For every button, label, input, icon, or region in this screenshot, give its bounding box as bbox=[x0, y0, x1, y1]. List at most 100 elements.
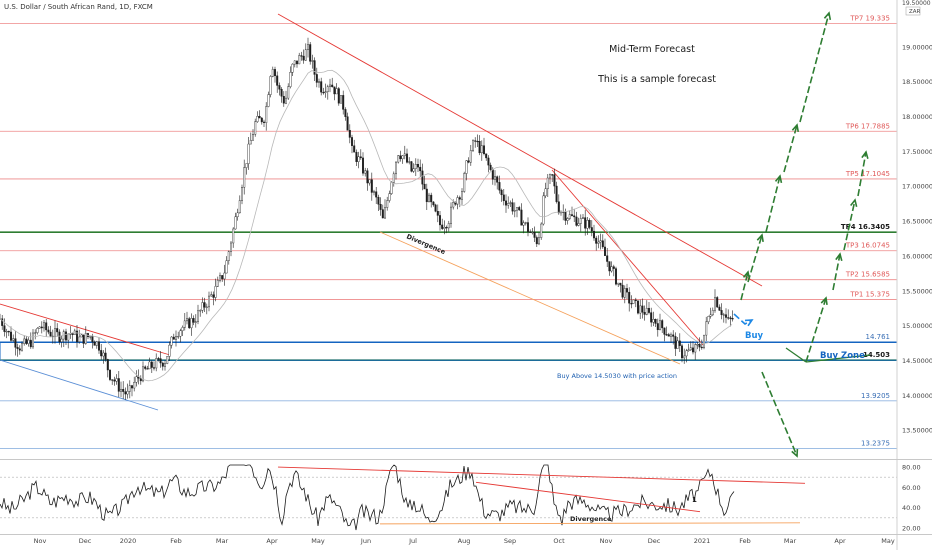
candle-body bbox=[670, 334, 673, 337]
rsi-tick-label: 40.00 bbox=[902, 504, 921, 512]
buy-label: Buy bbox=[745, 331, 764, 341]
candle-body bbox=[298, 55, 301, 65]
price-level-label: TP1 15.375 bbox=[849, 290, 890, 298]
time-tick-label: Apr bbox=[834, 537, 846, 545]
candle-body bbox=[1, 318, 4, 326]
candle-body bbox=[707, 316, 710, 323]
price-tick-label: 13.50000 bbox=[902, 427, 932, 435]
price-tick-label: 16.50000 bbox=[902, 218, 932, 226]
candle-body bbox=[652, 319, 655, 323]
candle-body bbox=[639, 305, 642, 314]
candle-body bbox=[489, 164, 492, 170]
candle-body bbox=[320, 81, 323, 93]
buy-zone-label: Buy Zone bbox=[820, 351, 865, 361]
candle-body bbox=[408, 161, 411, 163]
price-level-label: TP6 17.7885 bbox=[845, 122, 890, 130]
price-level-label: 14.503 bbox=[863, 351, 890, 359]
candle-body bbox=[474, 140, 477, 142]
candle-body bbox=[82, 334, 85, 344]
candle-body bbox=[509, 202, 512, 204]
candle-body bbox=[340, 95, 343, 104]
candle-body bbox=[388, 193, 391, 201]
arrow-down-head bbox=[791, 448, 799, 458]
candle-body bbox=[665, 334, 668, 336]
candle-body bbox=[258, 115, 261, 119]
candle-body bbox=[575, 216, 578, 226]
candle-body bbox=[95, 341, 98, 346]
candle-body bbox=[291, 63, 294, 73]
candle-body bbox=[606, 255, 609, 262]
candle-body bbox=[634, 299, 637, 301]
candle-body bbox=[254, 121, 257, 135]
candle-body bbox=[194, 321, 197, 323]
candle-body bbox=[97, 341, 100, 351]
price-tick-label: 18.50000 bbox=[902, 78, 932, 86]
candle-body bbox=[300, 55, 303, 57]
candle-body bbox=[364, 170, 367, 174]
candle-body bbox=[584, 217, 587, 229]
candle-body bbox=[21, 343, 24, 351]
candle-body bbox=[322, 91, 325, 94]
candle-body bbox=[111, 379, 114, 381]
candles bbox=[0, 37, 734, 400]
time-tick-label: Oct bbox=[553, 537, 565, 545]
candle-body bbox=[718, 306, 721, 311]
price-tick-label: 14.50000 bbox=[902, 357, 932, 365]
candle-body bbox=[533, 231, 536, 238]
candle-body bbox=[425, 188, 428, 203]
currency-badge bbox=[905, 6, 921, 16]
candle-body bbox=[487, 157, 490, 166]
candle-body bbox=[274, 69, 277, 77]
candle-body bbox=[483, 145, 486, 155]
candle-body bbox=[445, 227, 448, 229]
candle-body bbox=[676, 340, 679, 349]
time-tick-label: 2020 bbox=[120, 537, 137, 545]
candle-body bbox=[16, 347, 19, 349]
candle-body bbox=[269, 76, 272, 95]
candle-body bbox=[47, 329, 50, 333]
candle-body bbox=[401, 155, 404, 160]
candle-body bbox=[381, 209, 384, 219]
candle-body bbox=[362, 157, 365, 174]
candle-body bbox=[535, 237, 538, 245]
rsi-divergence-line bbox=[379, 522, 801, 525]
time-tick-label: Sep bbox=[504, 537, 516, 545]
candle-body bbox=[311, 60, 314, 62]
candle-body bbox=[302, 55, 305, 61]
arrow-up-6 bbox=[805, 297, 827, 363]
candle-body bbox=[403, 153, 406, 157]
candle-body bbox=[170, 336, 173, 346]
candle-body bbox=[480, 145, 483, 154]
candle-body bbox=[40, 326, 43, 329]
candle-body bbox=[227, 251, 230, 261]
candle-body bbox=[163, 363, 166, 367]
candle-body bbox=[564, 211, 567, 221]
arrow-up-4 bbox=[783, 124, 798, 173]
candle-body bbox=[307, 44, 310, 50]
candle-body bbox=[260, 117, 263, 123]
candle-body bbox=[395, 161, 398, 175]
candle-body bbox=[390, 182, 393, 194]
price-level-label: TP5 17.1045 bbox=[845, 170, 890, 178]
candle-body bbox=[23, 338, 26, 344]
rsi-trendline-top bbox=[277, 466, 806, 484]
candle-body bbox=[25, 338, 28, 344]
candle-body bbox=[472, 140, 475, 151]
candle-body bbox=[456, 197, 459, 205]
candle-body bbox=[7, 331, 10, 333]
candle-body bbox=[357, 156, 360, 162]
candle-body bbox=[329, 84, 332, 87]
candle-body bbox=[29, 339, 32, 348]
candle-body bbox=[689, 347, 692, 351]
candle-body bbox=[546, 177, 549, 190]
candle-body bbox=[714, 297, 717, 311]
candle-body bbox=[384, 207, 387, 219]
candle-body bbox=[27, 339, 30, 344]
candle-body bbox=[612, 266, 615, 269]
candle-body bbox=[344, 109, 347, 117]
buy-zone-pointer-2 bbox=[805, 354, 871, 363]
candle-body bbox=[577, 223, 580, 226]
candle-body bbox=[663, 327, 666, 335]
time-tick-label: Feb bbox=[170, 537, 182, 545]
